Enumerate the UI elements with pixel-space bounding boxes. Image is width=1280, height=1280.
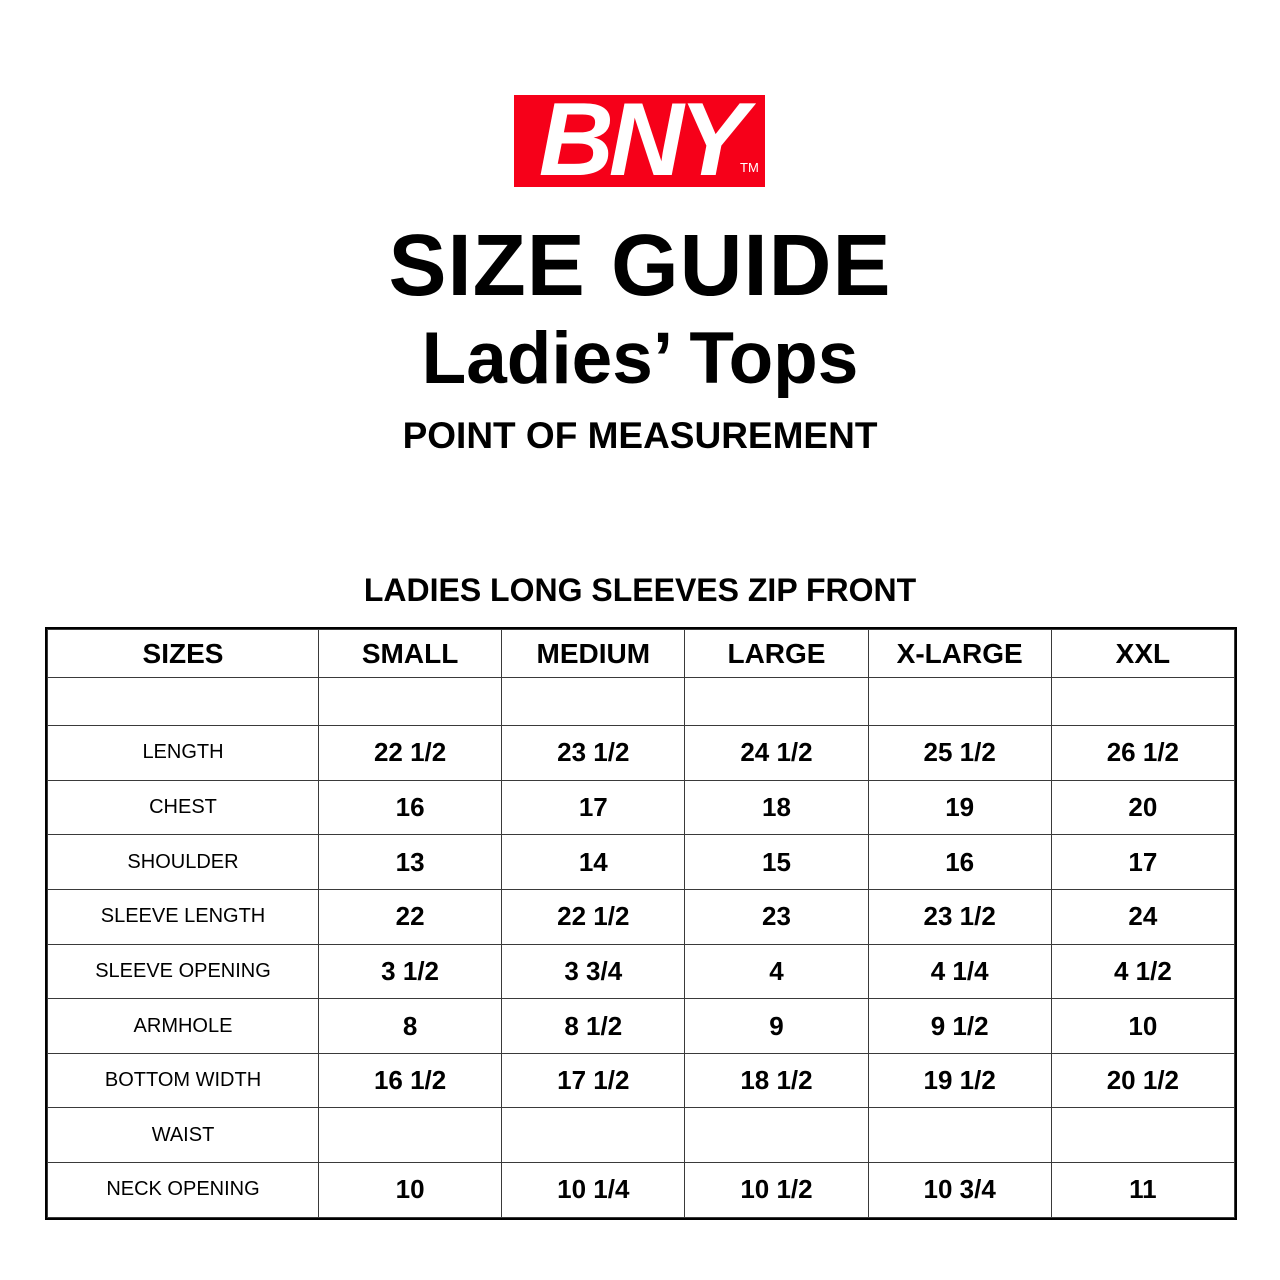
svg-text:TM: TM (740, 160, 759, 175)
svg-text:BNY: BNY (539, 95, 757, 187)
